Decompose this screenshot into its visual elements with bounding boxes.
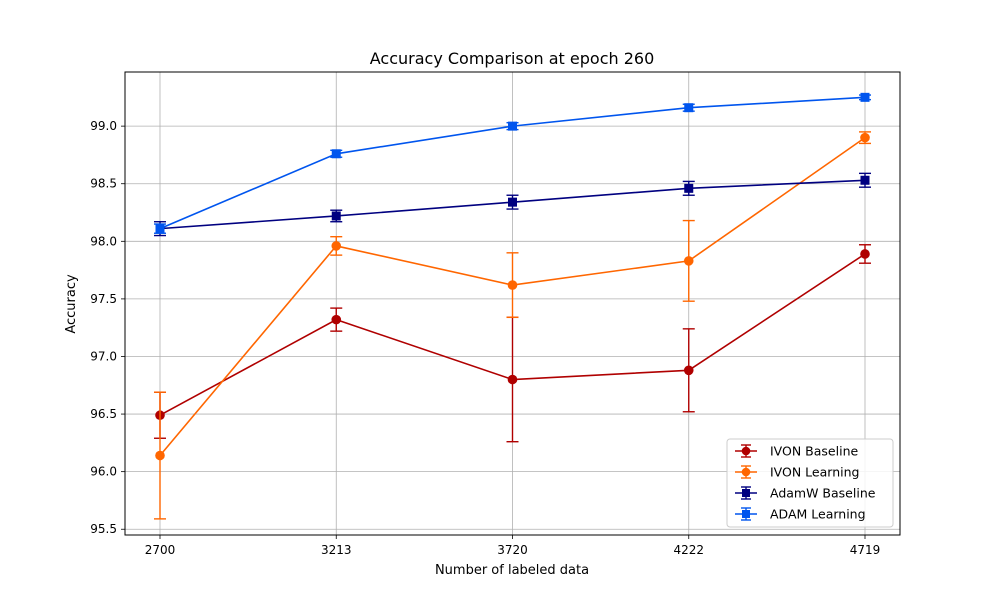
x-tick-label: 2700: [145, 543, 176, 557]
data-point: [331, 211, 341, 221]
legend-item: IVON Learning: [735, 465, 859, 480]
data-point: [683, 256, 694, 266]
y-tick-label: 96.0: [90, 465, 117, 479]
data-point: [507, 280, 518, 290]
legend-label: IVON Baseline: [770, 444, 858, 459]
data-point: [683, 365, 694, 376]
x-axis-label: Number of labeled data: [435, 563, 589, 578]
series-layer: [154, 92, 871, 520]
series-1: [154, 131, 871, 520]
y-tick-label: 96.5: [90, 407, 117, 421]
legend-label: ADAM Learning: [770, 507, 866, 522]
data-point: [331, 241, 342, 251]
axis-ticks: 2700 3213 3720 4222 4719 95.5 96.0 96.5 97.0 97.5…: [90, 119, 880, 557]
y-axis-label: Accuracy: [64, 274, 79, 334]
data-point: [860, 132, 870, 143]
data-point: [507, 374, 518, 385]
x-tick-label: 4719: [850, 543, 881, 557]
data-point: [155, 224, 165, 234]
data-point: [860, 175, 870, 185]
data-point: [331, 314, 342, 325]
y-tick-label: 97.5: [90, 292, 117, 306]
legend-marker: [742, 510, 750, 518]
data-point: [860, 92, 870, 102]
y-tick-label: 99.0: [90, 119, 117, 133]
series-3: [154, 92, 871, 234]
legend-item: IVON Baseline: [735, 444, 858, 459]
x-tick-label: 4222: [673, 543, 704, 557]
x-tick-label: 3720: [497, 543, 528, 557]
plot-frame: [124, 71, 901, 536]
data-point: [508, 121, 517, 131]
y-tick-label: 97.0: [90, 349, 117, 363]
legend-label: AdamW Baseline: [770, 486, 876, 501]
legend: IVON Baseline IVON Learning AdamW Baseline…: [726, 438, 894, 528]
y-tick-label: 98.0: [90, 234, 117, 248]
chart-title: Accuracy Comparison at epoch 260: [370, 49, 655, 68]
y-tick-label: 95.5: [90, 522, 117, 536]
data-point: [684, 103, 694, 113]
legend-marker: [741, 467, 751, 477]
y-tick-label: 98.5: [90, 177, 117, 191]
legend-marker: [741, 446, 751, 456]
legend-box: [726, 438, 894, 528]
data-point: [860, 249, 870, 259]
legend-item: AdamW Baseline: [735, 486, 876, 501]
x-tick-label: 3213: [321, 543, 352, 557]
data-point: [684, 183, 694, 193]
data-point: [508, 197, 517, 207]
legend-label: IVON Learning: [770, 465, 859, 480]
legend-marker: [742, 489, 750, 497]
legend-item: ADAM Learning: [735, 507, 866, 522]
data-point: [155, 450, 165, 461]
data-point: [331, 149, 341, 159]
